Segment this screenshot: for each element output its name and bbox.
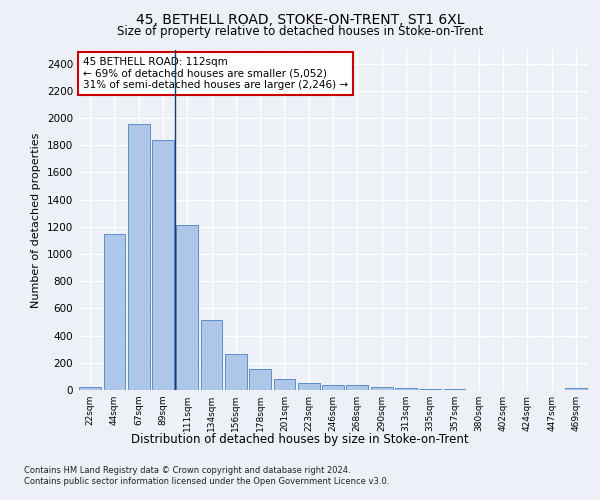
Text: 45, BETHELL ROAD, STOKE-ON-TRENT, ST1 6XL: 45, BETHELL ROAD, STOKE-ON-TRENT, ST1 6X… — [136, 12, 464, 26]
Text: Distribution of detached houses by size in Stoke-on-Trent: Distribution of detached houses by size … — [131, 432, 469, 446]
Text: Contains public sector information licensed under the Open Government Licence v3: Contains public sector information licen… — [24, 478, 389, 486]
Bar — [274, 379, 295, 390]
Bar — [128, 124, 149, 390]
Bar — [371, 387, 392, 390]
Bar — [346, 384, 368, 390]
Bar — [322, 384, 344, 390]
Bar — [249, 369, 271, 390]
Bar — [152, 140, 174, 390]
Bar — [443, 388, 466, 390]
Bar — [565, 388, 587, 390]
Bar — [298, 383, 320, 390]
Text: Size of property relative to detached houses in Stoke-on-Trent: Size of property relative to detached ho… — [117, 25, 483, 38]
Bar — [200, 320, 223, 390]
Text: Contains HM Land Registry data © Crown copyright and database right 2024.: Contains HM Land Registry data © Crown c… — [24, 466, 350, 475]
Y-axis label: Number of detached properties: Number of detached properties — [31, 132, 41, 308]
Bar — [79, 386, 101, 390]
Bar — [104, 234, 125, 390]
Bar — [176, 225, 198, 390]
Bar — [419, 388, 441, 390]
Text: 45 BETHELL ROAD: 112sqm
← 69% of detached houses are smaller (5,052)
31% of semi: 45 BETHELL ROAD: 112sqm ← 69% of detache… — [83, 57, 348, 90]
Bar — [225, 354, 247, 390]
Bar — [395, 388, 417, 390]
